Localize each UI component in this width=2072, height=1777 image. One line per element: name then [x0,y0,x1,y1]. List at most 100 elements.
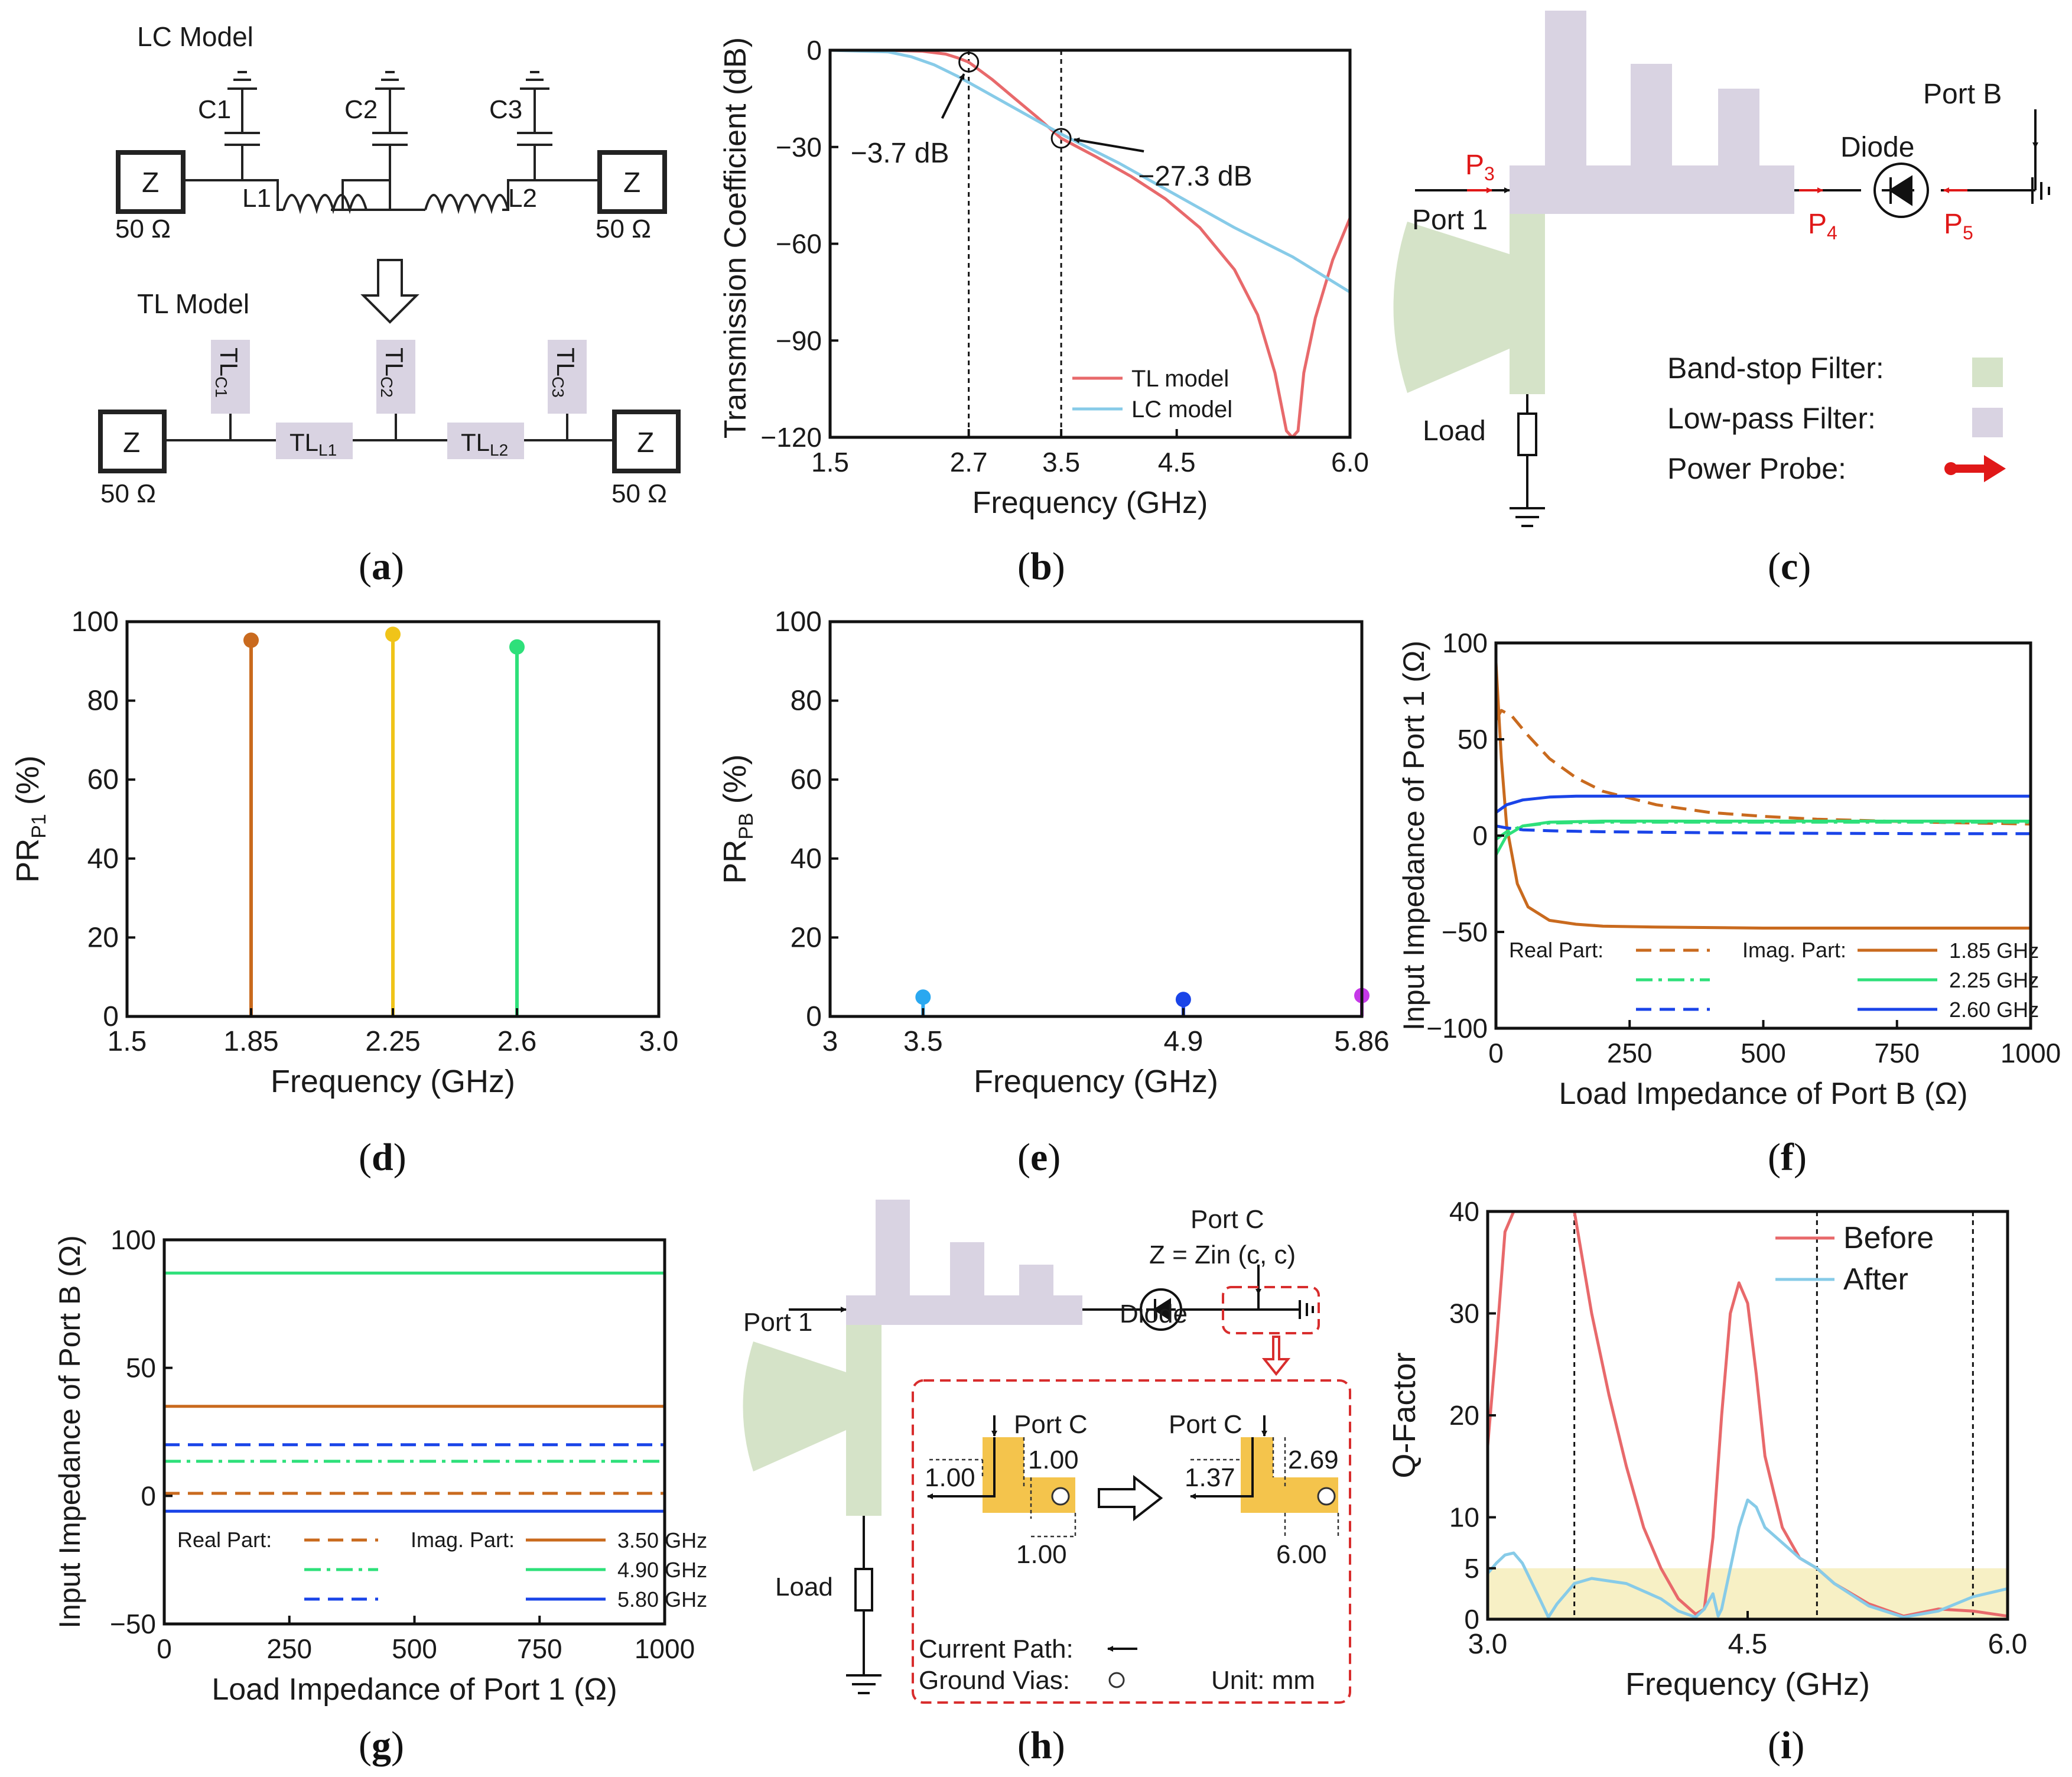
x-tick-label: 250 [1607,1038,1653,1068]
port-z-left-label: Z [142,167,159,199]
y-tick-label: 80 [87,686,119,717]
port-impedance-left: 50 Ω [115,215,171,243]
y-tick-label: 20 [87,922,119,953]
x-tick-label: 3.5 [903,1026,943,1057]
y-tick-label: 50 [1458,724,1488,755]
tl-l2-main: TL [461,428,490,456]
y-tick-label: −120 [760,422,822,453]
dim-left-2: 1.00 [1028,1445,1079,1474]
y-label-main: PR [10,839,45,883]
y-tick-label: −100 [1426,1013,1488,1044]
h-band-stop-stub [846,1325,882,1516]
legend-swatch-low-pass [1972,408,2003,437]
cap-d-open: ( [359,1136,372,1179]
tl-c1-sub: C1 [212,376,230,398]
p4-main: P [1808,209,1827,240]
p3-main: P [1465,150,1484,181]
y-label-tail: (%) [717,754,753,813]
h-portC-label: Port C [1190,1205,1264,1234]
stem-marker [915,989,931,1005]
x-tick-label: 750 [517,1633,562,1664]
panel-h: Port 1 Diode Load Port C Z = Zin (c, c) … [743,1200,1351,1704]
captions: (a) (b) (c) (d) (e) (f) (g) (h) (i) [359,545,1811,1767]
y-label-sub: P1 [28,814,50,839]
port-z-right-label: Z [623,167,640,199]
cap-b-open: ( [1017,545,1030,588]
dim-left-3: 1.00 [1016,1540,1067,1569]
svg-text:TLL1: TLL1 [290,428,337,459]
x-tick-label: 0 [1488,1038,1504,1068]
annotation-label: −27.3 dB [1138,161,1253,192]
x-tick-label: 4.5 [1728,1629,1768,1660]
lpf-stub-2 [1631,64,1672,165]
y-tick-label: 0 [1472,820,1488,851]
ind-label-l1: L1 [242,184,271,213]
h-diode-label: Diode [1120,1300,1188,1328]
series-before [1486,1210,2008,1618]
legend-freq: 4.90 GHz [617,1558,707,1582]
h-load-resistor [854,1568,873,1612]
legend-real-label: Real Part: [177,1528,272,1552]
legend-imag-label: Imag. Part: [411,1528,515,1552]
cap-f-letter: f [1781,1136,1794,1179]
series-2-60-ghz-real-part [1495,824,2031,836]
h-diode-symbol [1140,1288,1182,1331]
stem-marker [385,626,401,642]
y-tick-label: 100 [110,1224,156,1255]
x-tick-label: 5.86 [1334,1026,1389,1057]
h-inset-box [912,1379,1351,1704]
y-tick-label: −50 [110,1609,156,1639]
svg-text:(g): (g) [359,1724,404,1767]
x-axis-label: Frequency (GHz) [974,1064,1218,1099]
y-tick-label: −30 [776,132,822,163]
tl-c3-sub: C3 [549,376,567,398]
y-axis-label: Transmission Coefficient (dB) [718,37,753,438]
cap-h-open: ( [1017,1724,1030,1767]
legend-freq: 3.50 GHz [617,1528,707,1552]
tl-line-l1 [276,423,353,459]
svg-text:P3: P3 [1465,150,1495,184]
series-2-25-ghz-imag-part [1494,820,2031,856]
h-port-c-highlight [1222,1286,1320,1334]
plot-frame [1486,1210,2009,1621]
c-diode-label: Diode [1840,132,1914,163]
svg-text:(e): (e) [1017,1136,1061,1179]
capacitor-c3 [517,71,552,180]
y-tick-label: 30 [1449,1298,1479,1329]
cap-d-close: ) [393,1136,406,1179]
legend-label: Before [1843,1221,1934,1255]
svg-text:(f): (f) [1768,1136,1807,1179]
h-load-label: Load [775,1573,833,1601]
port-z-right [597,150,667,214]
x-tick-label: 3.5 [1042,447,1080,477]
p5-sub: 5 [1963,222,1973,243]
cap-b-close: ) [1052,545,1065,588]
x-tick-label: 500 [1741,1038,1786,1068]
svg-text:TLC1: TLC1 [212,347,243,398]
y-tick-label: 40 [1449,1196,1479,1227]
svg-text:(b): (b) [1017,545,1065,588]
y-tick-label: 0 [103,1001,119,1032]
annotation-arrow [941,73,965,119]
y-label-tail: (%) [10,755,45,814]
diode-symbol [1873,163,1929,218]
legend-label: After [1843,1262,1908,1297]
dim-right-3: 6.00 [1276,1540,1327,1569]
inductor-l1 [282,194,367,215]
annotation-label: −3.7 dB [851,138,949,169]
cap-a-open: ( [359,545,372,588]
y-label-main: PR [717,840,753,884]
svg-text:P5: P5 [1944,209,1973,243]
legend-freq: 1.85 GHz [1949,938,2039,963]
x-axis-label: Load Impedance of Port 1 (Ω) [212,1672,617,1707]
ind-label-l2: L2 [508,184,537,213]
tl-stub-c1 [211,340,250,414]
cap-e-letter: e [1030,1136,1048,1179]
cap-g-close: ) [391,1724,404,1767]
x-axis-label: Load Impedance of Port B (Ω) [1559,1077,1967,1111]
x-tick-label: 500 [392,1633,437,1664]
annotation-circle [1050,128,1072,149]
tl-port-z-left-label: Z [123,427,140,459]
cap-i-close: ) [1791,1724,1804,1767]
